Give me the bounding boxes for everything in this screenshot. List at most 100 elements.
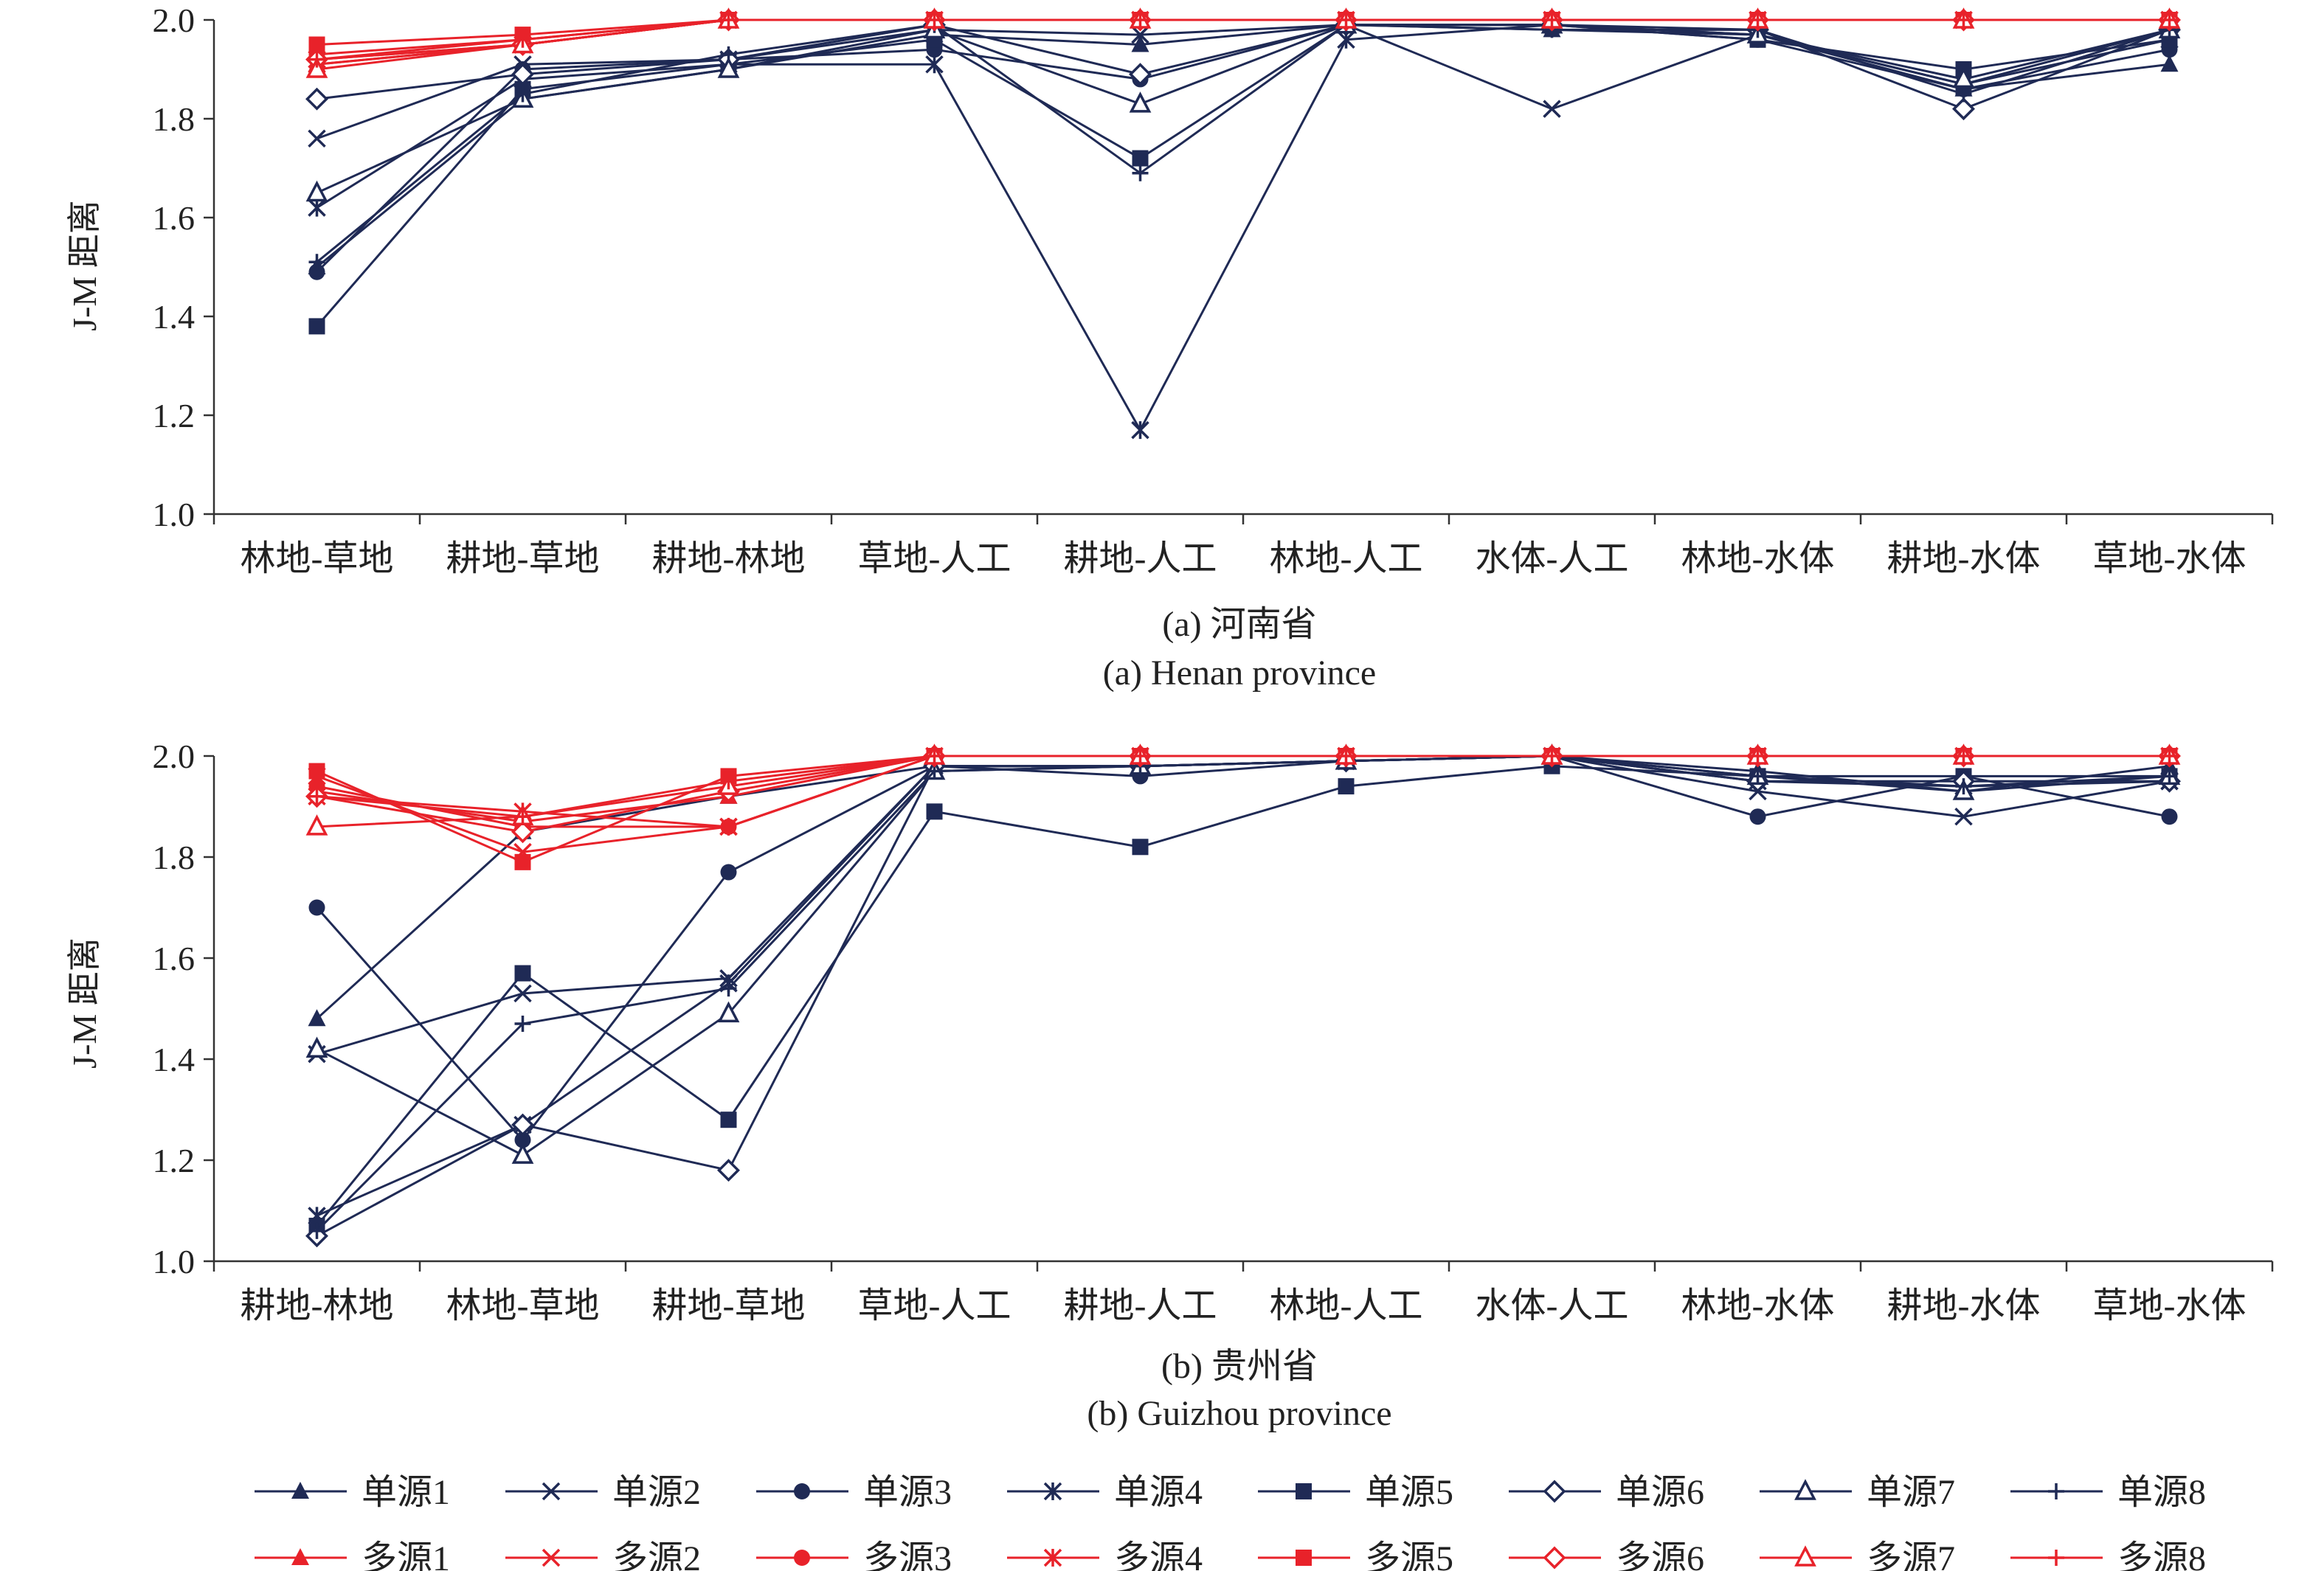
guizhou-data-point: [2161, 808, 2178, 825]
guizhou-data-point: [1749, 808, 1766, 825]
guizhou-series-line: [316, 755, 2170, 864]
henan-data-point: [1129, 91, 1152, 113]
henan-y-tick-label: 1.2: [153, 397, 196, 434]
guizhou-x-tick-label: 草地-水体: [2093, 1286, 2247, 1325]
guizhou-data-point: [308, 788, 325, 805]
guizhou-data-point: [720, 773, 737, 790]
guizhou-series-line: [316, 755, 2170, 1232]
henan-caption-en: (a) Henan province: [1103, 653, 1376, 693]
guizhou-chart-panel: 1.0 1.2 1.4 1.6 1.8 2.0 耕地-林地 林地-草地 耕地-草地 草地-人工 耕地…: [66, 738, 2274, 1433]
henan-data-point: [308, 198, 326, 217]
henan-data-point: [1338, 12, 1355, 28]
guizhou-data-point: [1749, 768, 1766, 785]
henan-y-tick-label: 2.0: [153, 1, 196, 39]
guizhou-y-tick-label: 1.0: [153, 1243, 196, 1280]
guizhou-data-point: [514, 965, 531, 982]
legend-label: 多源1: [362, 1539, 450, 1571]
legend-item: 单源4: [1007, 1473, 1203, 1512]
guizhou-data-point: [1749, 748, 1766, 764]
legend-item: 单源7: [1760, 1473, 1955, 1512]
henan-data-point: [720, 46, 737, 63]
henan-data-point: [1131, 25, 1149, 44]
legend-label: 单源5: [1365, 1473, 1453, 1512]
henan-data-point: [305, 180, 328, 202]
henan-data-point: [308, 51, 325, 68]
guizhou-ylabel: J-M 距离: [66, 937, 103, 1069]
legend-marker: [1043, 1482, 1062, 1501]
henan-x-tick-label: 草地-水体: [2093, 539, 2247, 578]
guizhou-data-point: [720, 864, 737, 881]
henan-x-tick-label: 耕地-人工: [1064, 539, 1217, 578]
henan-x-tick-label: 耕地-林地: [652, 539, 806, 578]
henan-data-point: [720, 12, 737, 28]
legend-marker: [794, 1483, 810, 1499]
henan-series-单源4: [308, 15, 2179, 440]
henan-plot-area: 1.0 1.2 1.4 1.6 1.8 2.0 林地-草地 耕地-草地 耕地-林地 草地-人工 耕地…: [153, 1, 2274, 578]
guizhou-data-point: [720, 1112, 737, 1128]
henan-x-tick-label: 林地-草地: [241, 539, 394, 578]
guizhou-series-line: [317, 755, 2170, 1055]
henan-series-line: [317, 18, 2170, 66]
henan-series-line: [316, 24, 2170, 273]
henan-data-point: [1955, 12, 1972, 28]
guizhou-data-point: [513, 984, 532, 1003]
henan-data-point: [717, 57, 740, 78]
guizhou-series-line: [316, 765, 2170, 1227]
guizhou-data-point: [305, 814, 328, 836]
legend-marker: [1794, 1479, 1816, 1500]
henan-x-tick-label: 耕地-水体: [1887, 539, 2041, 578]
guizhou-y-tick-label: 1.2: [153, 1142, 196, 1179]
guizhou-data-point: [717, 1159, 740, 1182]
guizhou-data-point: [511, 1113, 534, 1137]
henan-data-point: [2161, 12, 2178, 28]
guizhou-data-point: [926, 803, 943, 820]
henan-data-point: [514, 86, 531, 103]
henan-data-point: [308, 36, 325, 53]
guizhou-x-tick-label: 耕地-水体: [1887, 1286, 2041, 1325]
guizhou-series-line: [317, 755, 2170, 823]
guizhou-series-单源5: [308, 757, 2178, 1235]
henan-x-tick-label: 林地-水体: [1681, 539, 1835, 578]
guizhou-series-单源8: [308, 748, 2178, 1239]
legend-item: 多源1: [255, 1539, 450, 1571]
henan-y-tick-label: 1.6: [153, 199, 196, 237]
henan-series-line: [316, 24, 2170, 327]
guizhou-series-line: [317, 755, 2170, 818]
guizhou-data-point: [1132, 839, 1149, 856]
legend-label: 单源2: [612, 1473, 701, 1512]
legend-item: 多源5: [1258, 1539, 1453, 1571]
guizhou-data-point: [1955, 778, 1972, 795]
guizhou-data-point: [1338, 748, 1355, 764]
legend-item: 多源7: [1760, 1539, 1955, 1571]
guizhou-y-tick-label: 1.8: [153, 839, 196, 876]
henan-series-line: [316, 24, 2170, 194]
legend-label: 单源3: [863, 1473, 952, 1512]
legend-label: 多源3: [863, 1539, 952, 1571]
henan-x-tick-label: 耕地-草地: [446, 539, 600, 578]
henan-data-point: [308, 263, 325, 280]
legend-marker: [1543, 1480, 1566, 1503]
henan-data-point: [1131, 35, 1149, 52]
henan-series-单源8: [308, 16, 2178, 271]
henan-data-point: [926, 12, 943, 28]
legend-item: 单源6: [1509, 1473, 1704, 1512]
legend-marker: [542, 1548, 561, 1567]
guizhou-data-point: [308, 1222, 325, 1239]
legend-label: 单源6: [1616, 1473, 1704, 1512]
henan-chart-panel: 1.0 1.2 1.4 1.6 1.8 2.0 林地-草地 耕地-草地 耕地-林地 草地-人工 耕地…: [66, 1, 2274, 693]
legend-marker: [1794, 1545, 1816, 1567]
guizhou-data-point: [514, 1016, 531, 1033]
guizhou-data-point: [1132, 748, 1149, 764]
henan-data-point: [308, 318, 325, 335]
guizhou-series-多源2: [308, 746, 2179, 861]
legend-label: 单源1: [362, 1473, 450, 1512]
henan-data-point: [1131, 420, 1149, 440]
guizhou-plot-area: 1.0 1.2 1.4 1.6 1.8 2.0 耕地-林地 林地-草地 耕地-草地 草地-人工 耕地…: [153, 738, 2274, 1325]
legend-label: 多源8: [2117, 1539, 2206, 1571]
legend-label: 多源2: [612, 1539, 701, 1571]
legend-item: 多源3: [756, 1539, 952, 1571]
guizhou-caption-cn: (b) 贵州省: [1161, 1347, 1318, 1386]
guizhou-data-point: [1338, 778, 1355, 795]
legend-item: 单源5: [1258, 1473, 1453, 1512]
guizhou-series-多源8: [308, 748, 2178, 825]
